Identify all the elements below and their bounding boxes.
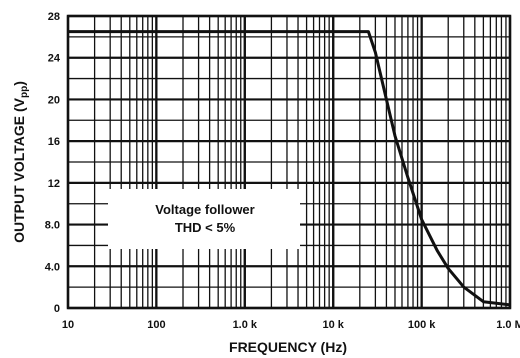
x-tick-label: 10 xyxy=(62,319,74,331)
x-tick-label: 1.0 k xyxy=(233,319,258,331)
y-axis-title: OUTPUT VOLTAGE (Vpp) xyxy=(11,81,30,243)
y-tick-label: 8.0 xyxy=(45,220,60,232)
series-line xyxy=(68,30,511,307)
tick-labels: 10 100 1.0 k 10 k 100 k 1.0 M 0 4.0 8.0 12 16 20 24 2… xyxy=(45,11,520,331)
annotation-line-2: THD < 5% xyxy=(175,220,236,235)
y-axis-title-close: ) xyxy=(11,81,27,86)
y-tick-label: 4.0 xyxy=(45,261,60,273)
x-tick-label: 1.0 M xyxy=(496,319,520,331)
y-axis-title-sub: pp xyxy=(19,86,30,98)
annotation-background xyxy=(108,189,300,249)
annotation-line-1: Voltage follower xyxy=(155,202,254,217)
x-tick-label: 100 xyxy=(147,319,165,331)
grid xyxy=(66,14,512,310)
series-layer xyxy=(68,30,511,307)
y-tick-label: 12 xyxy=(48,178,60,190)
x-tick-label: 100 k xyxy=(408,319,436,331)
y-axis-title-main: OUTPUT VOLTAGE (V xyxy=(11,97,27,243)
y-tick-label: 24 xyxy=(48,53,61,65)
y-tick-label: 28 xyxy=(48,11,60,23)
y-tick-label: 0 xyxy=(54,303,60,315)
x-axis-title: FREQUENCY (Hz) xyxy=(229,339,347,355)
y-tick-label: 20 xyxy=(48,94,60,106)
y-tick-label: 16 xyxy=(48,136,60,148)
annotation-box: Voltage follower THD < 5% xyxy=(108,189,300,249)
x-tick-label: 10 k xyxy=(322,319,344,331)
